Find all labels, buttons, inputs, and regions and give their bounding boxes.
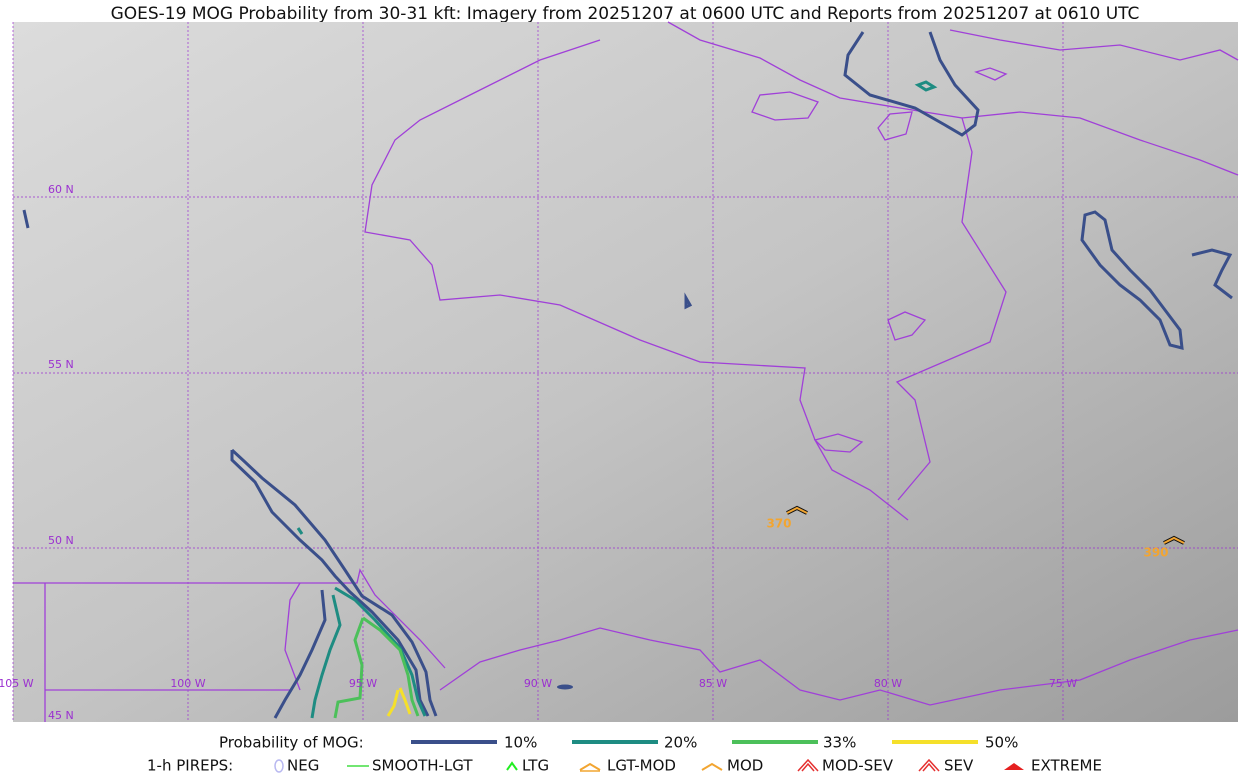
coastlines-shape — [751, 91, 819, 121]
coastlines-shape — [44, 583, 290, 722]
legend-label: 20% — [664, 734, 697, 752]
coastlines-shape — [667, 21, 1007, 501]
graticule — [12, 22, 1238, 722]
longitude-label: 75 W — [1049, 677, 1077, 690]
latitude-label: 60 N — [48, 183, 74, 196]
coastlines-shape — [813, 433, 864, 453]
coastlines-shape — [877, 111, 913, 141]
probability-contours-shape — [22, 209, 30, 229]
longitude-label: 100 W — [170, 677, 205, 690]
satellite-imagery — [13, 22, 1238, 722]
legend-shape — [274, 759, 284, 773]
map: 370 390 60 N 55 N 50 N 45 N 105 W 100 W … — [0, 21, 1239, 722]
pireps: 370 390 — [766, 505, 1185, 560]
pirep-altitude: 390 — [1143, 546, 1168, 560]
legend-label: 33% — [823, 734, 856, 752]
legend-shape — [579, 762, 601, 771]
probability-contours-shape — [230, 450, 430, 717]
longitude-label: 85 W — [699, 677, 727, 690]
legend: Probability of MOG: 10% 20% 33% 50% 1-h … — [147, 734, 1102, 775]
probability-contours — [22, 31, 1233, 719]
pirep-altitude: 370 — [766, 517, 791, 531]
latitude-label: 45 N — [48, 709, 74, 722]
legend-shape — [701, 762, 723, 771]
coastlines-shape — [949, 29, 1239, 61]
coastlines-shape — [439, 627, 1239, 706]
title: GOES-19 MOG Probability from 30-31 kft: … — [111, 4, 1140, 24]
legend-shape — [918, 758, 940, 772]
probability-contours-shape — [273, 589, 327, 719]
probability-contours-shape — [914, 80, 938, 92]
legend-label: MOD-SEV — [822, 757, 894, 775]
probability-contours-shape — [1080, 210, 1184, 350]
legend-shape — [797, 758, 819, 772]
pireps-shape — [786, 506, 808, 514]
longitude-label: 105 W — [0, 677, 34, 690]
coastlines-shape — [284, 582, 301, 691]
legend-label: NEG — [287, 757, 319, 775]
legend-title: 1-h PIREPS: — [147, 757, 233, 775]
longitude-label: 80 W — [874, 677, 902, 690]
coastlines-shape — [887, 311, 927, 341]
legend-label: LGT-MOD — [607, 757, 676, 775]
probability-contours-shape — [1191, 248, 1233, 300]
probability-contours-shape — [557, 684, 573, 690]
probability-contours-shape — [843, 31, 980, 137]
probability-contours-shape — [296, 527, 304, 535]
coastlines-shape — [364, 39, 909, 521]
legend-label: 50% — [985, 734, 1018, 752]
probability-contours-shape — [362, 616, 420, 717]
latitude-label: 55 N — [48, 358, 74, 371]
coastlines-shape — [961, 111, 1239, 176]
legend-shape — [1004, 763, 1024, 770]
legend-label: SEV — [944, 757, 974, 775]
legend-label: LTG — [522, 757, 549, 775]
legend-label: SMOOTH-LGT — [372, 757, 473, 775]
legend-label: MOD — [727, 757, 763, 775]
coastlines — [13, 21, 1239, 722]
pireps-shape — [1163, 536, 1185, 544]
probability-contours-shape — [230, 448, 438, 717]
legend-shape — [506, 761, 518, 771]
coastlines-shape — [974, 67, 1008, 81]
grid-labels: 60 N 55 N 50 N 45 N 105 W 100 W 95 W 90 … — [0, 183, 1077, 722]
legend-label: 10% — [504, 734, 537, 752]
legend-title: Probability of MOG: — [219, 734, 364, 752]
longitude-label: 95 W — [349, 677, 377, 690]
probability-contours-shape — [333, 617, 365, 719]
latitude-label: 50 N — [48, 534, 74, 547]
probability-contours-shape — [684, 292, 693, 310]
legend-label: EXTREME — [1031, 757, 1102, 775]
probability-contours-shape — [310, 594, 342, 719]
probability-contours-shape — [386, 687, 412, 717]
longitude-label: 90 W — [524, 677, 552, 690]
